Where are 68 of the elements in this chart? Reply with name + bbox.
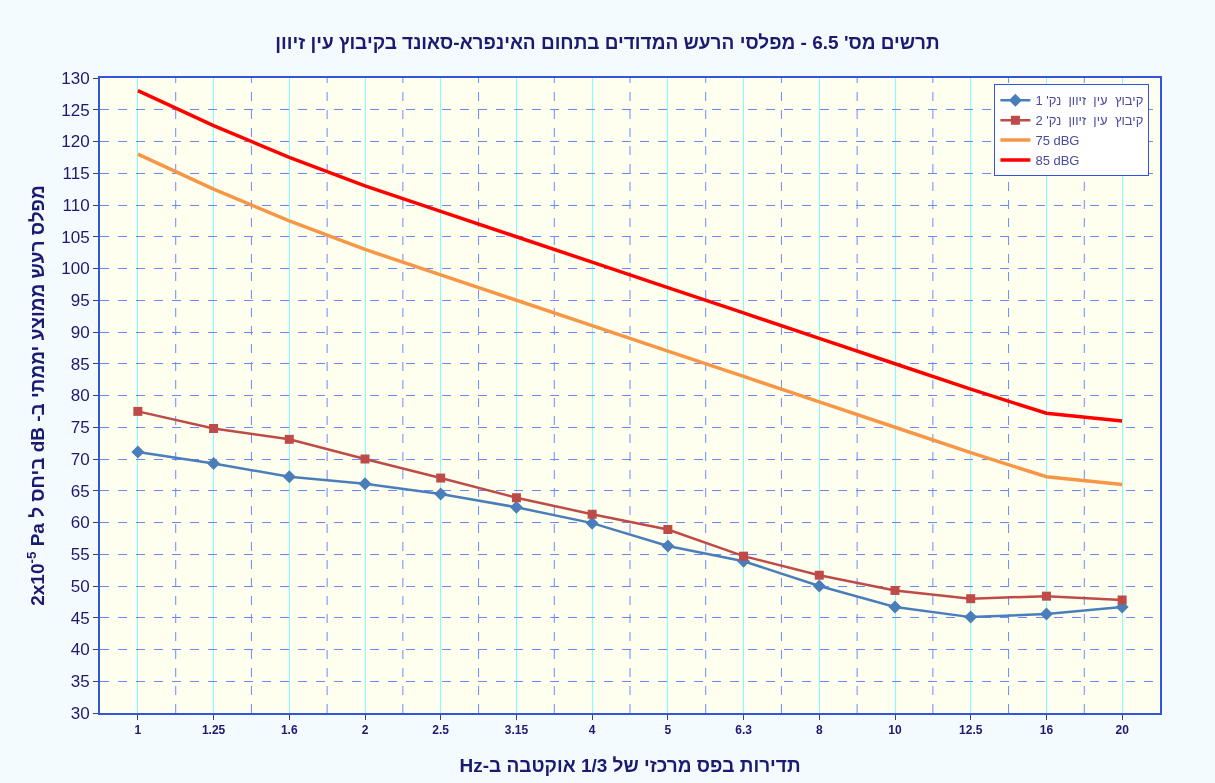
point <box>585 516 599 530</box>
point <box>209 424 219 434</box>
legend-label: קיבוץ עין זיוון נק' 2 <box>1035 113 1144 129</box>
legend-label: 75 dBG <box>1035 133 1080 149</box>
x-tick-label: 3.15 <box>504 723 529 738</box>
point <box>812 579 826 593</box>
x-tick-label: 1.6 <box>280 723 298 738</box>
point <box>434 487 448 501</box>
y-tick-label: 115 <box>62 164 90 184</box>
y-tick-label: 120 <box>61 132 90 152</box>
x-tick-label: 1.25 <box>201 723 226 738</box>
y-tick-label: 125 <box>61 100 90 120</box>
point <box>511 493 521 503</box>
y-tick-label: 45 <box>70 608 90 628</box>
x-tick-label: 16 <box>1039 723 1054 738</box>
point <box>207 456 221 470</box>
point <box>661 539 675 553</box>
point <box>739 551 749 561</box>
legend-label: 85 dBG <box>1035 153 1080 169</box>
point <box>1117 595 1127 605</box>
x-tick-label: 5 <box>664 723 672 738</box>
x-tick-label: 6.3 <box>735 723 753 738</box>
point <box>1041 591 1051 601</box>
point <box>814 570 824 580</box>
y-tick-label: 40 <box>70 640 90 660</box>
point <box>888 600 902 614</box>
y-tick-label: 30 <box>70 703 90 723</box>
line-series <box>136 152 1124 487</box>
y-tick-label: 70 <box>70 449 90 469</box>
x-axis-title: תדירות בפס מרכזי של 1/3 אוקטבה ב-Hz <box>459 754 801 776</box>
y-tick-label: 110 <box>62 195 90 215</box>
y-tick-label: 85 <box>70 354 90 374</box>
point <box>890 585 900 595</box>
point <box>509 500 523 514</box>
y-tick-label: 75 <box>70 418 90 438</box>
x-tick-label: 8 <box>815 723 823 738</box>
point <box>587 509 597 519</box>
y-tick-label: 50 <box>70 576 90 596</box>
point <box>966 594 976 604</box>
point <box>284 434 294 444</box>
y-tick-label: 130 <box>61 68 90 88</box>
y-tick-label: 55 <box>70 545 90 565</box>
point <box>131 445 145 459</box>
x-tick-label: 4 <box>588 723 596 738</box>
point <box>360 454 370 464</box>
point <box>436 473 446 483</box>
x-tick-label: 2.5 <box>432 723 450 738</box>
y-tick-label: 35 <box>70 672 90 692</box>
point <box>1039 607 1053 621</box>
x-tick-label: 2 <box>361 723 369 738</box>
y-tick-label: 90 <box>70 322 90 342</box>
x-tick-label: 1 <box>134 723 142 738</box>
y-tick-label: 80 <box>70 386 90 406</box>
x-tick-label: 12.5 <box>959 723 983 738</box>
point <box>358 477 372 491</box>
chart-title: תרשים מס' 6.5 - מפלסי הרעש המדודים בתחום האינפרא-סאונד בקיבוץ עין זיוון <box>275 31 940 53</box>
point <box>282 470 296 484</box>
point <box>663 524 673 534</box>
y-tick-label: 95 <box>70 291 90 311</box>
y-tick-label: 60 <box>70 513 90 533</box>
point <box>133 406 143 416</box>
y-tick-label: 105 <box>61 227 90 247</box>
legend-label: קיבוץ עין זיוון נק' 1 <box>1035 93 1144 109</box>
y-tick-label: 100 <box>61 259 90 279</box>
point <box>964 610 978 624</box>
y-tick-label: 65 <box>70 481 90 501</box>
x-tick-label: 10 <box>888 723 902 738</box>
x-tick-label: 20 <box>1115 723 1130 738</box>
